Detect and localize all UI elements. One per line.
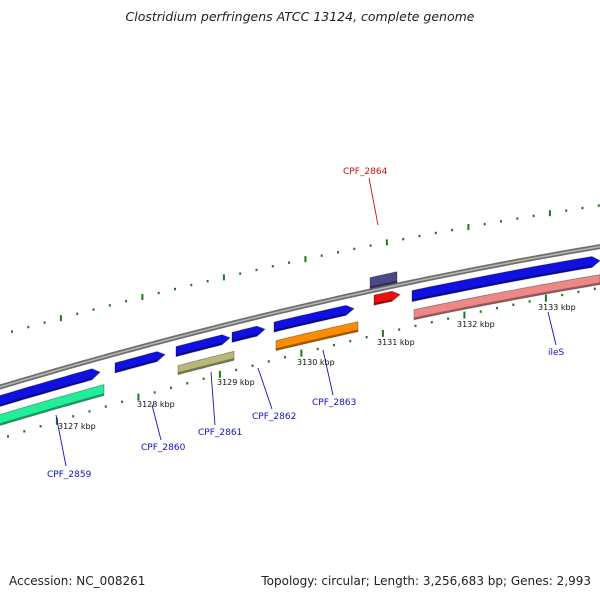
tick-label-3128: 3128 kbp	[137, 400, 175, 409]
feature-cpf2859-shadow	[0, 393, 105, 426]
tick-label-3129: 3129 kbp	[217, 378, 255, 387]
feature-cpf2863-row2-shadow	[275, 329, 359, 351]
accession-label: Accession:	[9, 574, 73, 588]
feature-cpf2864-shadow	[373, 299, 393, 305]
topology-info: Topology: circular; Length: 3,256,683 bp…	[261, 574, 591, 588]
feature-cpf2864-upper-shadow	[369, 280, 398, 289]
tick-label-3133: 3133 kbp	[538, 303, 576, 312]
gene-label-cpf2863[interactable]: CPF_2863	[312, 398, 356, 408]
feature-cpf2860-shadow	[114, 359, 158, 373]
gene-label-cpf2860[interactable]: CPF_2860	[141, 443, 186, 453]
gene-label-iles[interactable]: ileS	[548, 348, 565, 358]
leader-cpf2861	[210, 371, 216, 426]
feature-cpf2861-shadow	[175, 342, 223, 357]
accession-info: Accession: NC_008261	[9, 574, 145, 588]
feature-cpf2863-row2	[275, 321, 359, 352]
feature-cds-left-forward-shadow	[0, 377, 93, 407]
leader-cpf2864	[368, 177, 379, 226]
tick-label-3130: 3130 kbp	[297, 358, 335, 367]
leader-cpf2860	[151, 404, 162, 441]
feature-cpf2861-row2-shadow	[177, 358, 235, 375]
gene-label-cpf2861[interactable]: CPF_2861	[198, 428, 242, 438]
feature-cpf2860	[114, 351, 166, 374]
feature-cpf2864	[373, 290, 401, 306]
leader-cpf2862	[257, 367, 273, 410]
gene-label-cpf2864[interactable]: CPF_2864	[343, 167, 388, 177]
feature-cpf2863	[273, 304, 355, 333]
feature-iles-shadow	[411, 265, 593, 302]
feature-iles-row2	[413, 274, 600, 321]
feature-cpf2861-row2	[177, 350, 235, 376]
feature-cds-left-forward	[0, 368, 101, 407]
feature-track-layer	[0, 177, 600, 467]
feature-iles	[411, 256, 600, 303]
map-title: Clostridium perfringens ATCC 13124, comp…	[125, 9, 475, 24]
accession-value: NC_008261	[76, 574, 146, 588]
leader-cpf2859	[55, 414, 67, 467]
tick-label-3132: 3132 kbp	[457, 320, 495, 329]
tick-label-3131: 3131 kbp	[377, 338, 415, 347]
feature-cpf2863-shadow	[273, 313, 347, 332]
feature-cpf2864-upper	[369, 271, 398, 290]
label-layer: 3127 kbp 3128 kbp 3129 kbp 3130 kbp 3131…	[47, 167, 576, 480]
gene-label-cpf2859[interactable]: CPF_2859	[47, 470, 92, 480]
genome-backbone-highlight	[0, 245, 600, 388]
feature-cpf2861	[175, 334, 231, 358]
leader-iles	[547, 311, 557, 346]
feature-cpf2862-shadow	[231, 334, 258, 343]
tick-label-3127: 3127 kbp	[58, 422, 96, 431]
feature-cpf2859	[0, 383, 105, 426]
gene-label-cpf2862[interactable]: CPF_2862	[252, 412, 296, 422]
feature-iles-row2-shadow	[413, 282, 600, 320]
feature-cpf2862	[231, 325, 266, 343]
leader-cpf2863	[322, 349, 334, 396]
